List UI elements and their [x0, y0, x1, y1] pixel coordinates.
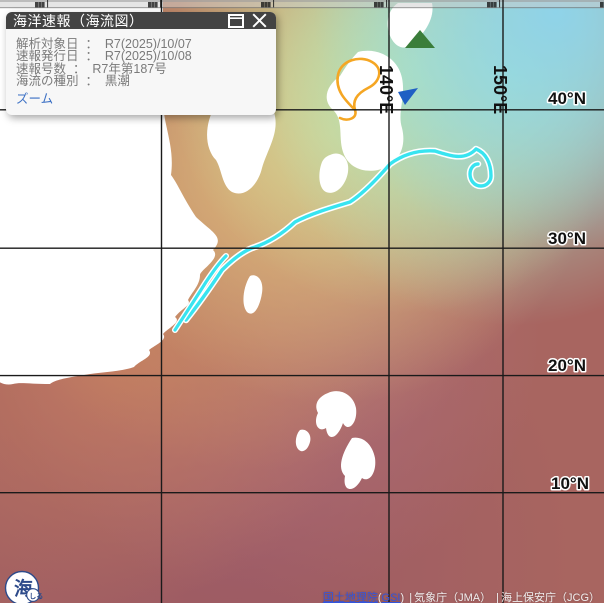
svg-text:40°N: 40°N [548, 89, 586, 108]
svg-text:140°E: 140°E [376, 65, 396, 114]
svg-text:しる: しる [29, 592, 43, 600]
svg-text:150°E: 150°E [490, 65, 510, 114]
svg-text:30°N: 30°N [548, 229, 586, 248]
svg-text:20°N: 20°N [548, 356, 586, 375]
svg-text:10°N: 10°N [551, 474, 589, 493]
